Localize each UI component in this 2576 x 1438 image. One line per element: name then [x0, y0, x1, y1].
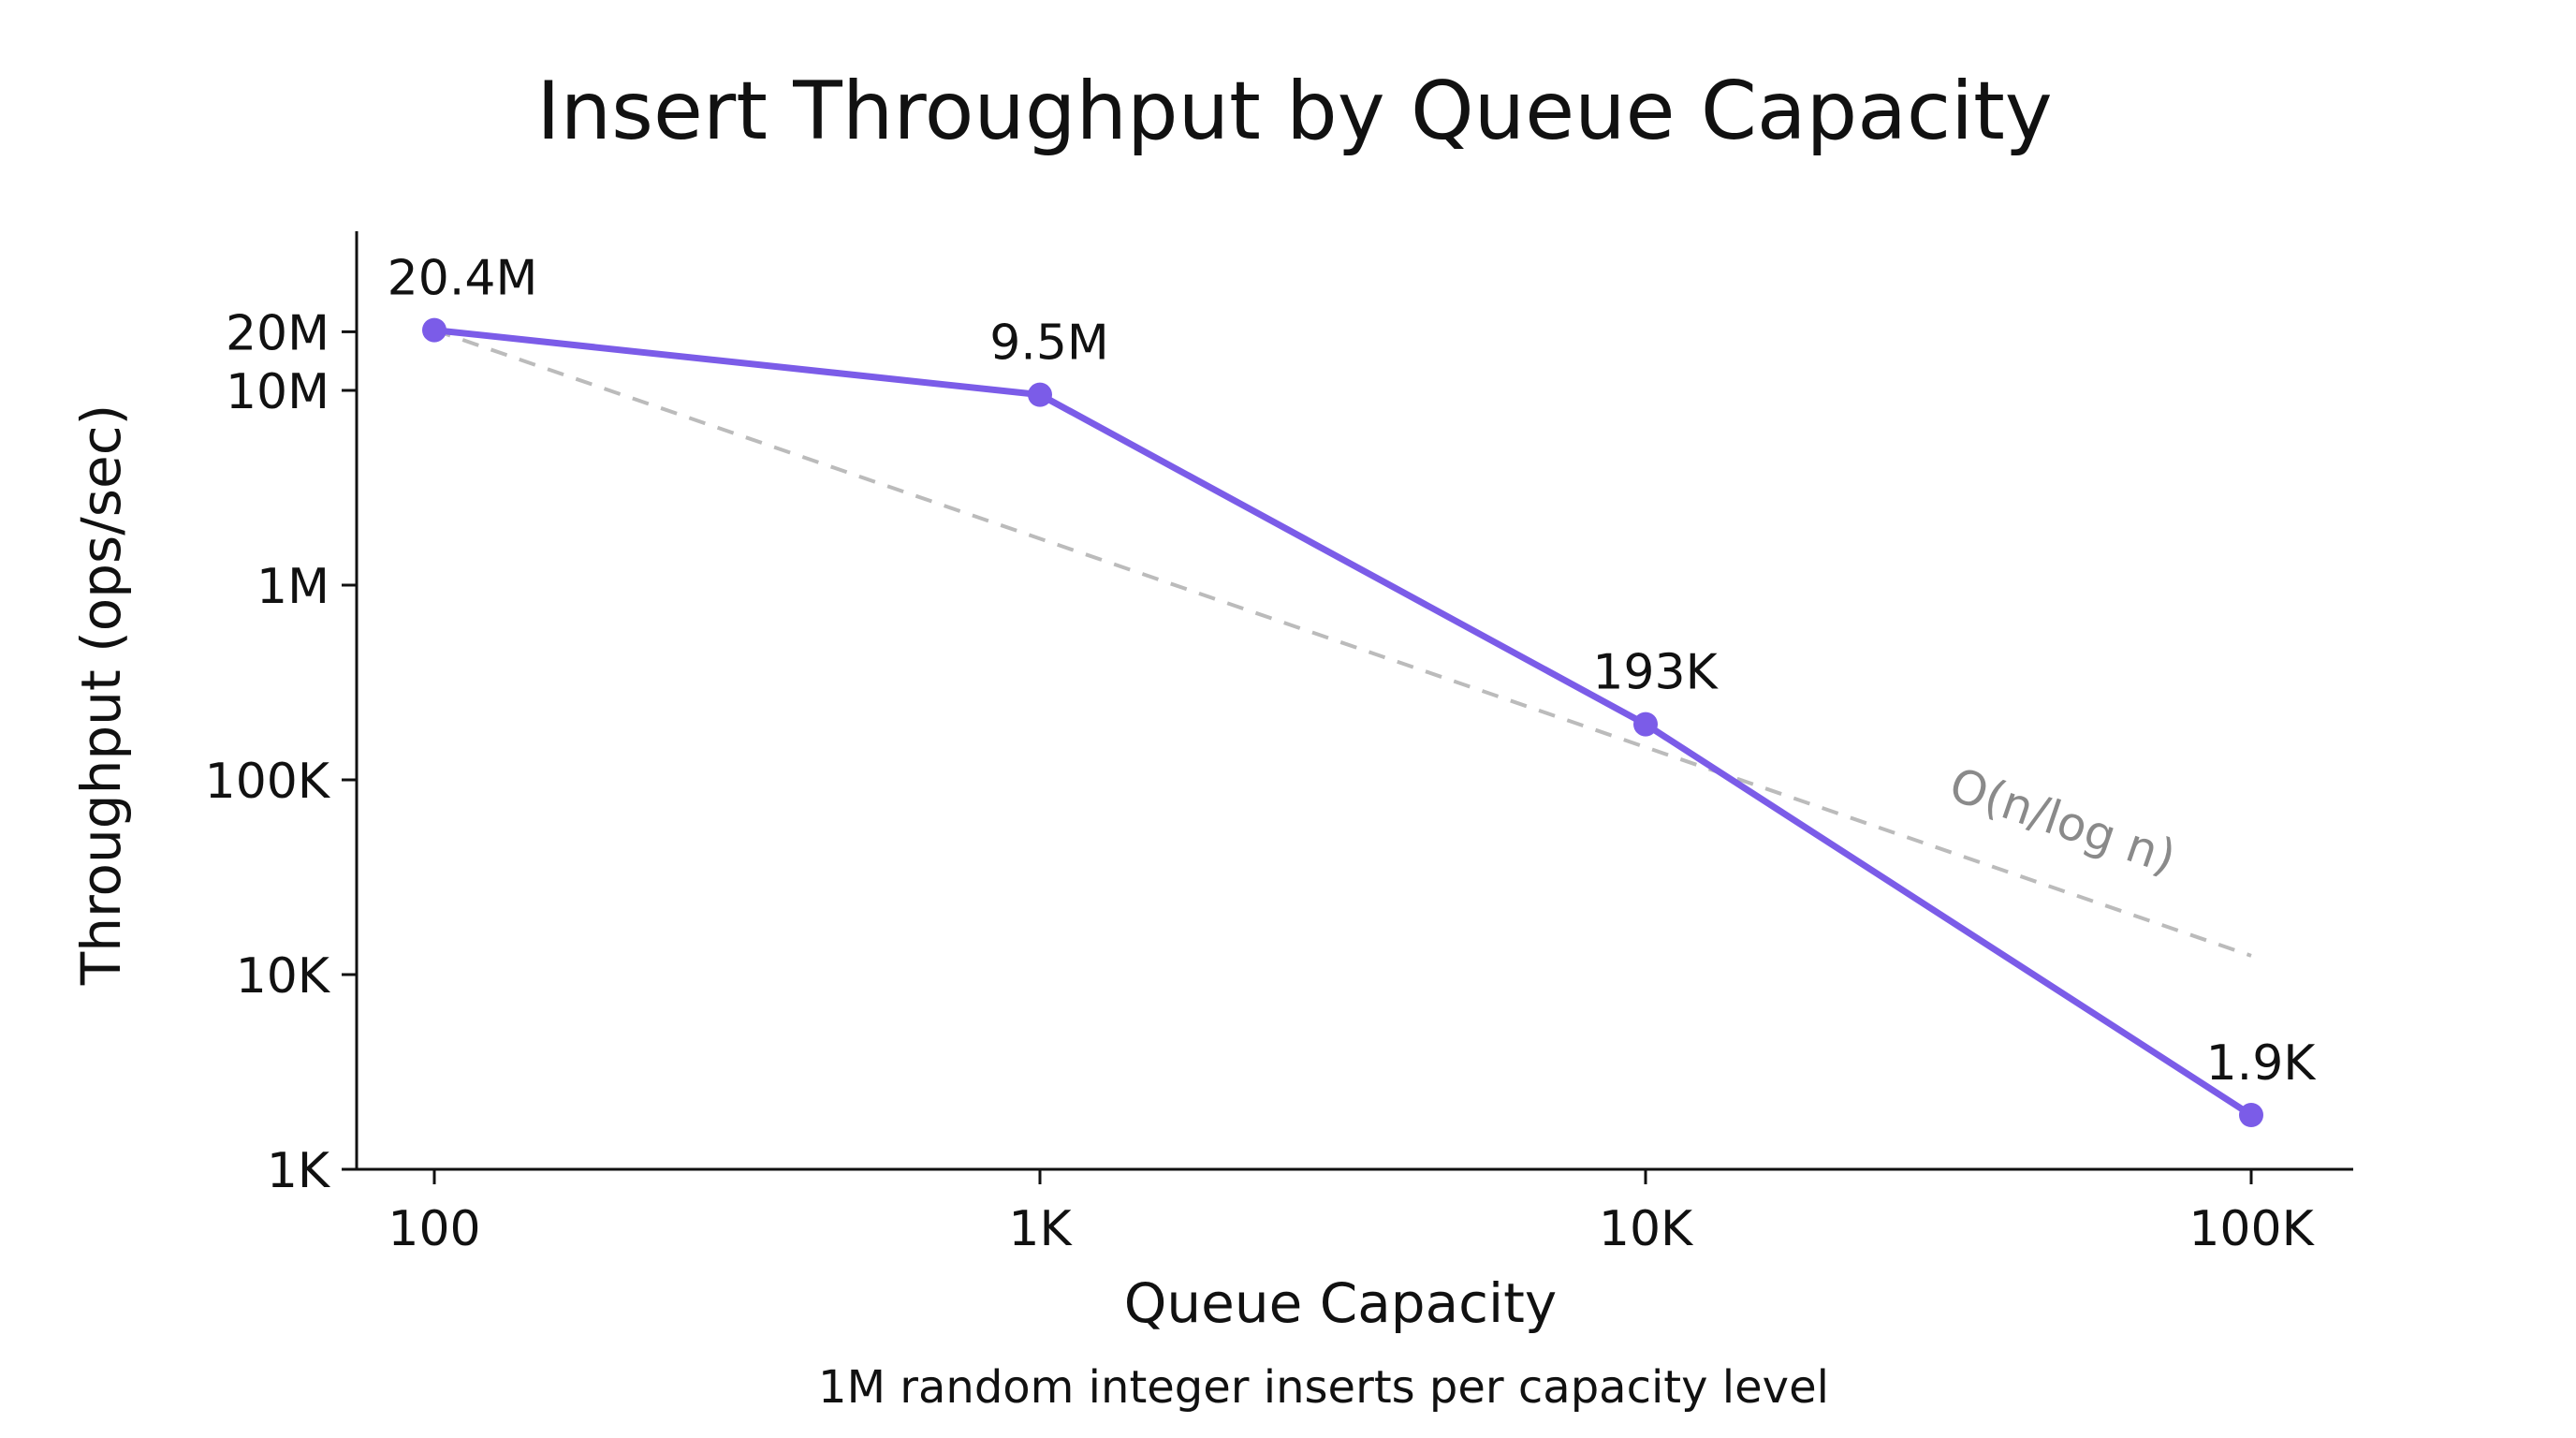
- y-tick-label: 1M: [256, 559, 329, 615]
- y-axis-label: Throughput (ops/sec): [69, 404, 133, 986]
- series-line: [433, 327, 2253, 1118]
- data-label: 193K: [1592, 645, 1719, 701]
- y-tick-label: 10M: [226, 364, 329, 420]
- data-point: [1028, 382, 1052, 407]
- reference-label: O(n/log n): [1943, 757, 2183, 885]
- x-tick-label: 100: [388, 1201, 480, 1257]
- data-point: [1633, 712, 1658, 737]
- x-axis-label: Queue Capacity: [1124, 1271, 1557, 1335]
- y-tick-label: 100K: [205, 754, 331, 810]
- data-label: 20.4M: [388, 251, 538, 307]
- data-label: 9.5M: [989, 315, 1109, 372]
- x-tick-label: 1K: [1008, 1201, 1073, 1257]
- data-label: 1.9K: [2206, 1035, 2318, 1092]
- data-point: [2239, 1103, 2263, 1128]
- y-tick-label: 10K: [236, 948, 331, 1005]
- chart-subtitle: 1M random integer inserts per capacity l…: [818, 1361, 1829, 1414]
- y-tick-label: 20M: [226, 305, 329, 361]
- data-point: [422, 317, 446, 343]
- reference-line: [433, 328, 2252, 958]
- chart-title: Insert Throughput by Queue Capacity: [536, 65, 2052, 158]
- x-tick-label: 10K: [1599, 1201, 1694, 1257]
- y-tick-label: 1K: [267, 1143, 331, 1199]
- x-tick-label: 100K: [2188, 1201, 2315, 1257]
